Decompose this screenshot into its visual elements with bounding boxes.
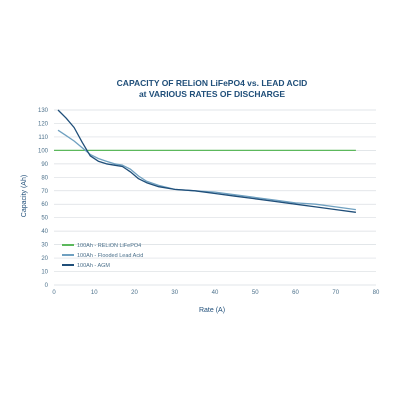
x-tick-label: 0 [52,290,56,296]
chart-subtitle: at VARIOUS RATES OF DISCHARGE [139,89,285,99]
series-line-3 [57,109,356,213]
x-tick-label: 10 [91,290,98,296]
y-tick-label: 110 [38,135,48,141]
series-line-2 [57,129,356,211]
y-tick-label: 10 [41,270,48,276]
x-tick-label: 30 [171,290,178,296]
y-tick-label: 70 [41,189,48,195]
y-tick-label: 100 [38,148,49,154]
x-tick-label: 40 [212,290,219,296]
x-tick-label: 50 [252,290,259,296]
y-tick-label: 30 [41,243,48,249]
x-tick-label: 60 [292,290,299,296]
y-axis-label: Capacity (Ah) [21,175,28,217]
y-tick-label: 60 [41,202,48,208]
series-layer [54,109,356,213]
x-tick-label: 70 [332,290,339,296]
y-tick-label: 130 [38,108,49,114]
y-tick-label: 80 [41,175,48,181]
y-tick-label: 50 [41,216,48,222]
legend-label: 100Ah - Flooded Lead Acid [77,253,143,259]
y-tick-label: 120 [38,121,49,127]
legend-label: 100Ah - AGM [77,263,110,269]
legend-label: 100Ah - RELiON LiFePO4 [77,243,141,249]
chart-title: CAPACITY OF RELiON LiFePO4 vs. LEAD ACID [117,78,308,88]
y-tick-label: 40 [41,229,48,235]
y-tick-label: 0 [45,283,49,289]
y-tick-label: 90 [41,162,48,168]
x-axis-label: Rate (A) [199,307,225,314]
y-tick-labels: 0 10 20 30 40 50 60 70 80 90 100 110 120 130 [38,108,49,289]
x-tick-labels: 0 10 20 30 40 50 60 70 80 [52,290,380,296]
legend: 100Ah - RELiON LiFePO4 100Ah - Flooded Le… [62,243,143,269]
y-tick-label: 20 [41,256,48,262]
x-tick-label: 20 [131,290,138,296]
x-tick-label: 80 [373,290,380,296]
